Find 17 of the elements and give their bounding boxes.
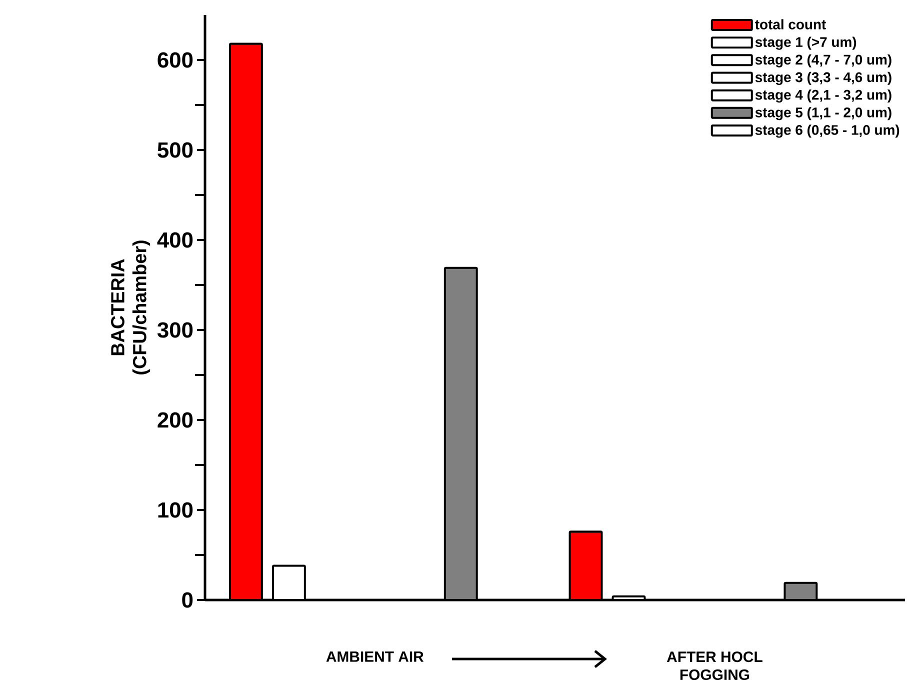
- y-tick-label: 200: [158, 412, 193, 428]
- legend-label: stage 3 (3,3 - 4,6 um): [755, 72, 892, 85]
- legend-label: stage 6 (0,65 - 1,0 um): [755, 124, 900, 138]
- legend-label: total count: [755, 19, 826, 30]
- y-axis-title: BACTERIA (CFU/chamber): [111, 240, 150, 374]
- y-tick-label: 0: [182, 592, 193, 608]
- y-tick-label: 400: [157, 232, 193, 248]
- y-tick-label: 600: [158, 52, 193, 68]
- legend-label: stage 5 (1,1 - 2,0 um): [755, 107, 892, 120]
- legend-label: stage 4 (2,1 - 3,2 um): [755, 90, 892, 103]
- y-tick-label: 500: [158, 142, 193, 158]
- x-tick-label: AMBIENT AIR: [326, 652, 424, 662]
- x-tick-label: AFTER HOCL FOGGING: [666, 652, 762, 680]
- y-tick-label: 300: [157, 322, 193, 338]
- legend-label: stage 1 (>7 um): [755, 36, 856, 50]
- legend-label: stage 2 (4,7 - 7,0 um): [755, 54, 892, 68]
- y-tick-label: 100: [158, 502, 193, 518]
